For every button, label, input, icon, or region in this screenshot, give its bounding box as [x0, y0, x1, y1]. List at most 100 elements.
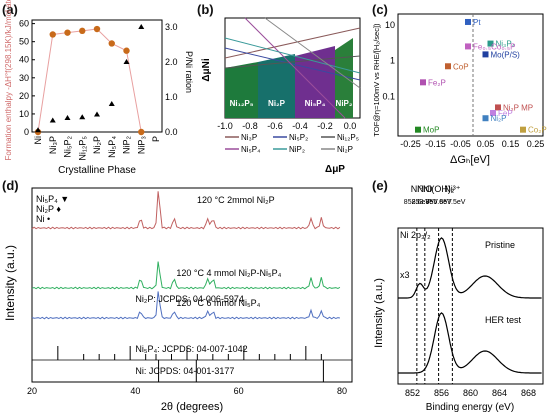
- b-legend-label: NiP₂: [289, 145, 305, 154]
- c-point-label: FeP: [498, 109, 513, 118]
- a-left-tick: 50: [19, 37, 29, 47]
- c-point: [415, 126, 421, 133]
- a-ratio-point: [35, 127, 41, 133]
- d-series-line: [31, 191, 341, 230]
- a-ratio-point: [108, 101, 115, 106]
- a-left-tick: 10: [19, 109, 29, 119]
- e-plot-frame: [397, 227, 544, 385]
- a-right-tick: 3.0: [165, 22, 178, 32]
- c-point-label: MoP: [423, 126, 439, 135]
- d-legend-item: Ni₅P₄ ▼: [36, 194, 69, 204]
- c-x-tick: -0.15: [425, 139, 446, 149]
- b-phase-line: [244, 17, 346, 119]
- b-region: [225, 62, 258, 118]
- e-x-tick: 856: [434, 388, 449, 398]
- a-ratio-point: [49, 117, 56, 123]
- c-point-label: Fe₀.₅Co₀.₅P: [473, 42, 515, 51]
- d-series-label: 120 °C 2mmol Ni₂P: [197, 195, 275, 205]
- chart-d: Intensity (a.u.) 20 40 60 80 120 °C 2mmol N…: [3, 187, 353, 413]
- e-annotation-sub: 853.7eV: [412, 199, 438, 206]
- c-point-label: Co₂P: [528, 126, 547, 135]
- e-x-tick: 860: [463, 388, 478, 398]
- a-enthalpy-point: [138, 128, 145, 136]
- b-x-tick: -1.0: [217, 121, 233, 131]
- c-x-tick: 0.05: [477, 139, 495, 149]
- a-left-tick: 40: [19, 55, 29, 65]
- e-x-tick: 868: [521, 388, 536, 398]
- c-y-tick: 1: [390, 56, 395, 66]
- d-reference-label: Ni₅P₄: JCPDS: 04-007-1042: [135, 344, 247, 354]
- b-xlabel: ΔμP: [325, 164, 345, 175]
- b-region: [258, 54, 295, 118]
- a-enthalpy-point: [123, 47, 130, 54]
- c-x-tick: -0.25: [400, 139, 421, 149]
- c-x-tick: -0.05: [450, 139, 471, 149]
- c-ylabel: TOF@η=100mV vs RHE/[H₂/sec]): [372, 23, 381, 137]
- b-phase-line: [224, 37, 361, 74]
- panel-b-label: (b): [197, 2, 214, 17]
- e-annotation-sub: 855.6eV: [426, 199, 452, 206]
- a-category-label: Ni₂P: [92, 136, 102, 154]
- b-region-label: Ni₁₂P₅: [230, 99, 254, 108]
- b-region-label: Ni₅P₄: [305, 99, 326, 108]
- e-annotation-label: Ni³⁺: [444, 184, 460, 194]
- a-plot-frame: [31, 19, 163, 133]
- b-x-tick: -0.8: [242, 121, 258, 131]
- c-point: [482, 51, 489, 58]
- c-point: [465, 43, 471, 50]
- d-series-label: 120 °C 6 mmol Ni₅P₄: [176, 298, 260, 308]
- a-ratio-point: [138, 24, 145, 29]
- d-x-tick: 20: [27, 386, 37, 396]
- d-legend-item: Ni₂P ♦: [36, 204, 61, 214]
- e-annotation-sub: 852.6eV: [404, 199, 430, 206]
- a-category-label: Ni: [33, 136, 43, 145]
- a-category-label: P: [151, 136, 161, 142]
- a-category-label: Ni₃P: [48, 136, 58, 154]
- chart-c: TOF@η=100mV vs RHE/[H₂/sec]) 0.1 1 10 -0.2…: [372, 13, 547, 166]
- c-point: [420, 79, 426, 86]
- a-right-tick: 0.0: [165, 127, 178, 137]
- e-ylabel: Intensity (a.u.): [373, 278, 385, 348]
- d-plot-frame: [31, 187, 353, 383]
- a-enthalpy-point: [108, 40, 115, 47]
- d-series-label: 120 °C 4 mmol Ni₂P-Ni₅P₄: [176, 268, 281, 278]
- a-category-label: NiP₃: [136, 136, 146, 155]
- a-left-tick: 0: [24, 127, 29, 137]
- a-category-label: Ni₅P₂: [63, 135, 73, 157]
- c-point-label: Mo(P/S): [491, 50, 521, 59]
- chart-a: Formation enthalpy -ΔH°f(298.15K)/kJ/mol…: [4, 0, 194, 176]
- c-x-tick: 0.25: [527, 139, 545, 149]
- a-ylabel: Formation enthalpy -ΔH°f(298.15K)/kJ/mol…: [4, 0, 13, 161]
- d-x-tick: 60: [234, 386, 244, 396]
- e-peak-label: Ni 2p₃/₂: [400, 230, 431, 240]
- e-fit-line: [398, 237, 542, 299]
- b-legend-label: Ni₁₂P₅: [337, 133, 359, 142]
- panel-e-label: (e): [372, 178, 388, 193]
- c-point-label: CoP: [453, 62, 469, 71]
- d-ylabel: Intensity (a.u.): [3, 245, 17, 321]
- d-x-tick: 80: [337, 386, 347, 396]
- a-ylabel-right: P/Ni ration: [184, 51, 194, 93]
- e-fit-line: [398, 312, 542, 374]
- b-legend-label: Ni₅P₂: [289, 133, 308, 142]
- panel-c-label: (c): [372, 2, 388, 17]
- d-series-line: [31, 261, 341, 290]
- c-y-tick: 0.1: [382, 92, 395, 102]
- c-point: [495, 104, 501, 111]
- d-legend-item: Ni •: [36, 214, 50, 224]
- c-point: [465, 18, 471, 25]
- b-region-label: NiP₂: [336, 99, 353, 108]
- a-category-label: NiP₂: [122, 135, 132, 154]
- d-xlabel: 2θ (degrees): [161, 401, 223, 413]
- panel-d-label: (d): [2, 178, 19, 193]
- c-point: [445, 63, 451, 70]
- panel-a-label: (a): [2, 2, 18, 17]
- c-point: [487, 40, 494, 47]
- c-point-label: Ni₂P: [491, 114, 507, 123]
- c-point-label: Fe₂P: [428, 78, 446, 87]
- c-xlabel: ΔGₕ[eV]: [450, 154, 490, 166]
- b-region-label: Ni₂P: [268, 99, 286, 108]
- b-x-tick: -0.4: [292, 121, 308, 131]
- a-ratio-point: [94, 111, 100, 117]
- a-ratio-point: [64, 115, 71, 120]
